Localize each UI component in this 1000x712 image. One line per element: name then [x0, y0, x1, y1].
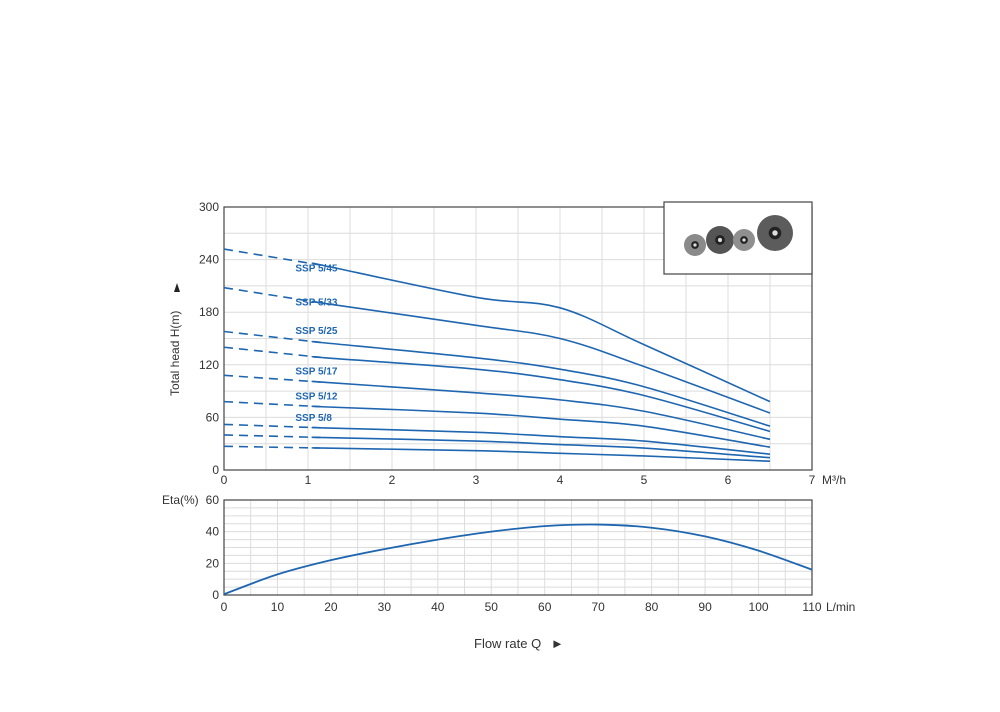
x-tick-label: 1 [305, 473, 312, 487]
series-line [311, 447, 771, 463]
series-line [311, 436, 771, 459]
series-label: SSP 5/17 [295, 367, 338, 378]
x-tick-label: 110 [802, 600, 821, 614]
series-label: SSP 5/12 [295, 392, 338, 403]
y-tick-label: 40 [206, 525, 220, 539]
series-label: SSP 5/45 [295, 264, 338, 275]
series-dashed-line [223, 248, 321, 266]
series-dashed-line [223, 286, 321, 304]
x-tick-label: 100 [749, 600, 769, 614]
y-tick-label: 300 [199, 200, 219, 214]
series-dashed-line [223, 434, 321, 439]
series-dashed-line [223, 445, 321, 449]
series-line [311, 262, 771, 403]
y-tick-label: 60 [206, 493, 220, 507]
y-tick-label: 0 [212, 463, 219, 477]
series-dashed-line [223, 423, 321, 429]
series-label: SSP 5/33 [295, 297, 338, 308]
x-tick-label: 4 [557, 473, 564, 487]
x-tick-label: 3 [473, 473, 480, 487]
series-dashed-line [223, 330, 321, 344]
series-dashed-line [223, 400, 321, 408]
series-line [311, 300, 771, 414]
x-tick-label: 60 [538, 600, 552, 614]
arrow-up-icon [174, 283, 180, 292]
y-tick-label: 120 [199, 358, 219, 372]
x-axis-unit: L/min [826, 600, 855, 614]
series-dashed-line [223, 374, 321, 383]
impeller-bore [742, 238, 746, 242]
x-axis-unit: M³/h [822, 473, 846, 487]
arrow-right-icon: ► [550, 636, 564, 651]
x-tick-label: 20 [324, 600, 338, 614]
y-tick-label: 180 [199, 305, 219, 319]
efficiency-line [223, 523, 813, 596]
y-tick-label: 20 [206, 556, 220, 570]
series-label: SSP 5/8 [295, 413, 332, 424]
series-line [311, 426, 771, 456]
y-tick-label: 0 [212, 588, 219, 602]
plot-frame [223, 206, 813, 471]
flow-rate-label: Flow rate Q ► [474, 636, 564, 651]
x-tick-label: 10 [271, 600, 285, 614]
y-tick-label: 60 [206, 410, 220, 424]
series-line [311, 356, 771, 433]
y-axis-label: Eta(%) [162, 493, 199, 507]
x-tick-label: 0 [221, 600, 228, 614]
impeller-bore [693, 243, 697, 247]
x-tick-label: 5 [641, 473, 648, 487]
impeller-bore [717, 237, 723, 243]
x-tick-label: 70 [592, 600, 606, 614]
x-tick-label: 2 [389, 473, 396, 487]
series-line [311, 340, 771, 427]
y-tick-label: 240 [199, 253, 219, 267]
y-axis-label: Total head H(m) [168, 311, 182, 396]
x-tick-label: 80 [645, 600, 659, 614]
x-tick-label: 6 [725, 473, 732, 487]
impeller-bore [772, 230, 778, 236]
x-tick-label: 40 [431, 600, 445, 614]
plot-frame [223, 499, 813, 596]
series-line [311, 405, 771, 448]
x-tick-label: 7 [809, 473, 816, 487]
x-tick-label: 0 [221, 473, 228, 487]
series-label: SSP 5/25 [295, 326, 338, 337]
series-dashed-line [223, 346, 321, 359]
x-tick-label: 50 [485, 600, 499, 614]
series-line [311, 380, 771, 441]
x-tick-label: 30 [378, 600, 392, 614]
x-tick-label: 90 [698, 600, 712, 614]
